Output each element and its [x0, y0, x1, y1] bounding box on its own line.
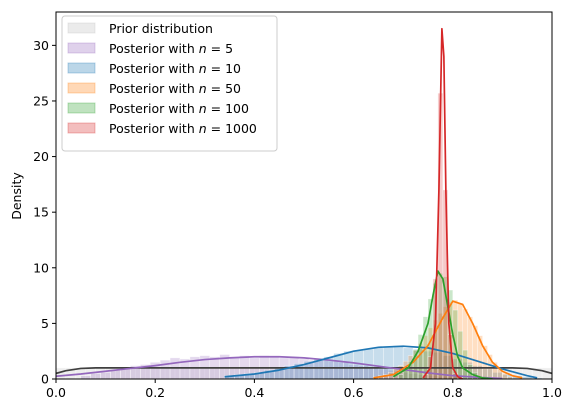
hist-bar — [462, 349, 468, 379]
legend-entry: Posterior with n = 100 — [109, 101, 249, 116]
legend-swatch — [67, 82, 96, 94]
x-tick-label: 1.0 — [542, 385, 562, 400]
legend-swatch — [67, 122, 96, 134]
x-tick-label: 0.4 — [244, 385, 264, 400]
legend-swatch — [67, 102, 96, 114]
kde-line-5 — [422, 27, 464, 379]
kde-line-0 — [56, 367, 552, 375]
legend-swatch — [67, 42, 96, 54]
y-tick-label: 5 — [41, 316, 49, 331]
series-layer — [56, 27, 552, 379]
y-tick-label: 0 — [41, 372, 49, 387]
hist-bar — [397, 374, 404, 379]
y-tick-label: 10 — [33, 260, 49, 275]
hist-bar — [343, 350, 354, 379]
x-tick-label: 0.2 — [145, 385, 165, 400]
hist-bar — [80, 375, 92, 379]
hist-bar — [502, 373, 508, 379]
legend-entry: Posterior with n = 50 — [109, 81, 241, 96]
kde-line-1 — [56, 355, 503, 379]
plot-frame — [55, 11, 553, 380]
hist-bar — [110, 369, 121, 379]
hist-bar — [90, 373, 101, 379]
y-tick-label: 15 — [33, 205, 49, 220]
legend-swatch — [67, 22, 96, 34]
x-tick-label: 0.8 — [443, 385, 463, 400]
hist-bar — [100, 372, 111, 379]
hist-bar — [373, 347, 384, 379]
y-tick-label: 25 — [33, 93, 49, 108]
kde-line-3 — [373, 300, 523, 379]
x-axis: 0.0 0.2 0.4 0.6 0.8 1.0 — [46, 379, 562, 400]
kde-line-4 — [392, 270, 493, 379]
legend-entry: Posterior with n = 5 — [109, 41, 233, 56]
y-axis: 0 5 10 15 20 25 30 — [33, 38, 56, 387]
y-tick-label: 30 — [33, 38, 49, 53]
x-tick-label: 0.0 — [46, 385, 66, 400]
legend-swatch — [67, 62, 96, 74]
legend-entry: Prior distribution — [109, 21, 213, 36]
y-axis-label: Density — [9, 172, 24, 220]
plot-area — [56, 27, 552, 379]
x-tick-label: 0.6 — [344, 385, 364, 400]
hist-bar — [159, 359, 171, 379]
legend-entry: Posterior with n = 1000 — [109, 121, 257, 136]
hist-bar — [333, 353, 344, 379]
y-tick-label: 20 — [33, 149, 49, 164]
legend: Prior distribution Posterior with n = 5 Po… — [61, 15, 278, 152]
legend-entry: Posterior with n = 10 — [109, 61, 241, 76]
legend-frame — [61, 15, 278, 152]
